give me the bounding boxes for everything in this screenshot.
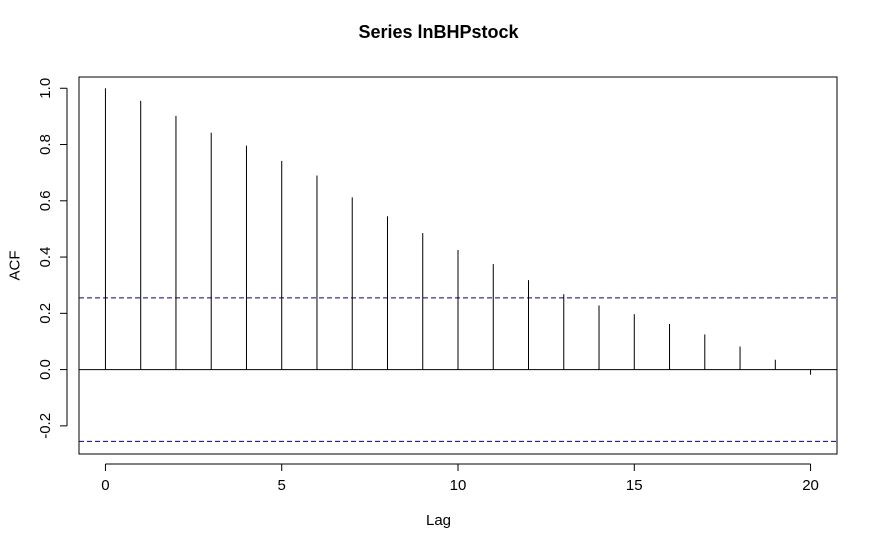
y-tick-label-1: 0.0: [37, 359, 54, 380]
x-tick-label-5: 5: [278, 477, 286, 494]
y-tick-label-4: 0.6: [37, 190, 54, 211]
x-tick-label-20: 20: [802, 477, 819, 494]
y-tick-label-2: 0.2: [37, 303, 54, 324]
y-tick-label-5: 0.8: [37, 134, 54, 155]
plot-frame: [78, 76, 838, 455]
x-tick-label-15: 15: [626, 477, 643, 494]
x-tick-label-10: 10: [450, 477, 467, 494]
x-axis-label: Lag: [425, 512, 452, 529]
chart-title: Series lnBHPstock: [358, 22, 519, 42]
y-tick-label-0: -0.2: [37, 413, 54, 439]
x-tick-label-0: 0: [101, 477, 109, 494]
y-tick-label-6: 1.0: [37, 78, 54, 99]
y-tick-label-3: 0.4: [37, 247, 54, 268]
